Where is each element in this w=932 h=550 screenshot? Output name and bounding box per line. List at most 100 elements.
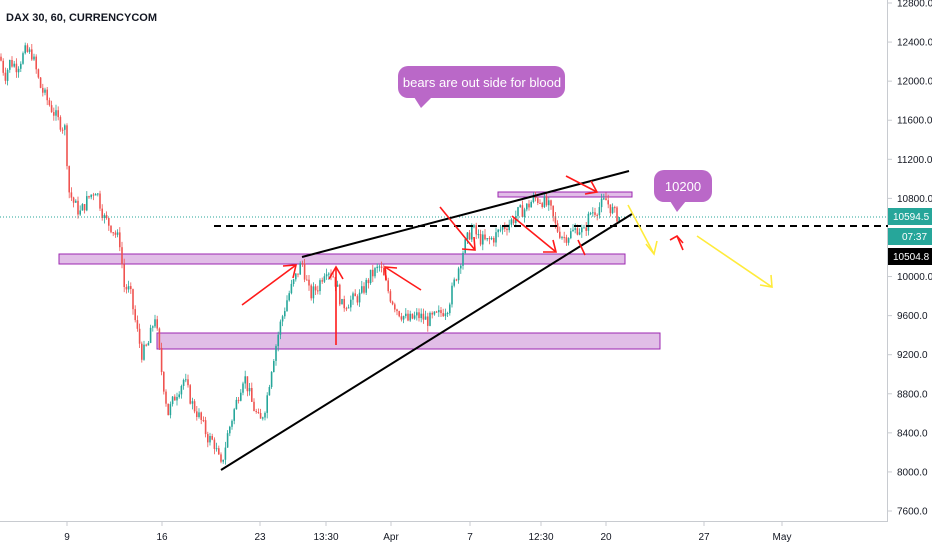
candle-body xyxy=(427,316,429,326)
candle-body xyxy=(416,312,418,316)
candle-body xyxy=(103,215,106,218)
callout-bears-text: bears are out side for blood xyxy=(403,75,561,90)
candle-body xyxy=(277,334,279,347)
candle-body xyxy=(213,439,216,449)
red-arrow-head xyxy=(584,180,599,195)
y-tick-label: 9200.0 xyxy=(897,350,928,361)
candle-body xyxy=(165,391,167,404)
y-tick-label: 8400.0 xyxy=(897,428,928,439)
x-axis: 9 16 23 13:30 Apr 7 12:30 20 27 May xyxy=(64,522,791,543)
candle-body xyxy=(64,125,66,130)
candle-body xyxy=(517,207,519,217)
price-label-level-box xyxy=(888,248,932,265)
resistance-zone[interactable] xyxy=(497,191,633,198)
candle-body xyxy=(508,224,510,231)
candle-body xyxy=(156,319,158,329)
upper-trendline[interactable] xyxy=(301,170,630,258)
candle-body xyxy=(4,72,7,81)
candle-body xyxy=(99,193,101,209)
candle-body xyxy=(31,49,33,60)
candle-body xyxy=(11,60,13,67)
candle-body xyxy=(158,328,161,348)
candle-body xyxy=(484,234,486,240)
red-arrow[interactable] xyxy=(511,215,557,253)
candle-body xyxy=(383,268,385,276)
candle-body xyxy=(167,403,169,416)
candle-body xyxy=(174,396,176,401)
candle-body xyxy=(242,383,244,393)
candle-body xyxy=(275,346,277,361)
red-arrow[interactable] xyxy=(439,206,476,251)
candle-body xyxy=(196,411,198,417)
candle-body xyxy=(116,232,119,235)
red-arrow-head xyxy=(543,239,558,253)
candle-body xyxy=(361,286,363,293)
candle-body xyxy=(548,200,550,206)
candle-body xyxy=(189,385,191,404)
price-label-countdown-text: 07:37 xyxy=(902,232,927,243)
candle-body xyxy=(541,203,543,207)
red-arrow[interactable] xyxy=(577,239,586,256)
candle-body xyxy=(583,227,585,229)
candle-body xyxy=(559,231,561,238)
candle-body xyxy=(110,225,112,233)
candle-body xyxy=(284,311,286,317)
candle-body xyxy=(589,213,592,215)
candle-body xyxy=(266,395,268,413)
candle-body xyxy=(281,316,284,322)
candle-body xyxy=(512,219,515,223)
candle-body xyxy=(341,299,343,305)
candle-body xyxy=(94,194,97,196)
candle-body xyxy=(20,63,22,69)
callout-target-text: 10200 xyxy=(665,179,701,194)
candle-body xyxy=(466,232,469,240)
candle-body xyxy=(372,269,374,277)
candle-body xyxy=(306,279,308,281)
candle-body xyxy=(235,399,238,410)
red-arrow[interactable] xyxy=(241,264,297,306)
candle-body xyxy=(290,283,293,294)
candle-body xyxy=(400,316,403,320)
candle-body xyxy=(545,196,548,206)
x-tick-label: May xyxy=(773,532,792,543)
candle-body xyxy=(358,292,361,303)
callout-bears[interactable]: bears are out side for blood xyxy=(398,66,565,108)
callout-target[interactable]: 10200 xyxy=(654,170,712,212)
candle-body xyxy=(248,388,251,392)
candle-body xyxy=(0,56,2,61)
candle-body xyxy=(61,129,64,131)
candle-body xyxy=(119,232,121,248)
candle-body xyxy=(35,56,37,70)
x-tick-label: 20 xyxy=(600,532,612,543)
candle-body xyxy=(323,276,326,282)
candle-body xyxy=(479,234,482,245)
candle-body xyxy=(594,212,596,215)
candle-body xyxy=(246,376,249,392)
candle-body xyxy=(68,166,70,193)
candle-body xyxy=(365,279,367,293)
candle-body xyxy=(396,309,398,312)
callout-target-box xyxy=(654,170,712,202)
candle-body xyxy=(534,195,537,199)
candle-body xyxy=(255,411,257,412)
support-zone-lower[interactable] xyxy=(156,332,661,350)
candle-body xyxy=(510,219,513,225)
red-arrow[interactable] xyxy=(565,175,598,193)
candle-body xyxy=(262,417,264,419)
lower-trendline[interactable] xyxy=(220,213,633,471)
red-arrows xyxy=(241,175,684,345)
candle-body xyxy=(570,231,572,239)
candle-body xyxy=(83,204,86,211)
candle-body xyxy=(187,379,189,386)
red-arrow-head xyxy=(384,266,398,281)
candle-body xyxy=(576,228,579,235)
candle-body xyxy=(152,326,154,328)
candle-body xyxy=(453,279,455,286)
yellow-arrow[interactable] xyxy=(627,204,655,255)
support-zone-upper[interactable] xyxy=(58,253,626,265)
yellow-arrow[interactable] xyxy=(696,235,773,288)
red-arrow[interactable] xyxy=(384,266,422,291)
candle-body xyxy=(123,264,125,287)
candle-body xyxy=(603,198,605,200)
